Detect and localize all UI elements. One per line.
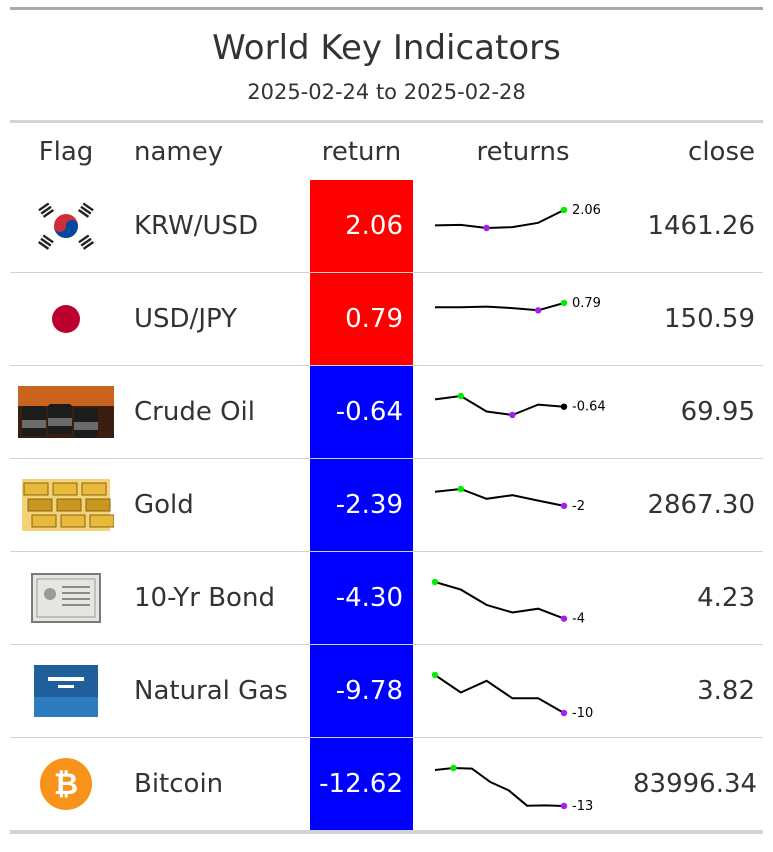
sparkline-min-point	[483, 224, 490, 232]
header-top-rule	[10, 120, 763, 123]
returns-sparkline: -0.64	[434, 392, 606, 419]
sparkline-min-point	[560, 615, 568, 622]
natural-gas-icon	[34, 665, 98, 717]
sparkline-path	[434, 674, 565, 714]
table-row: Crude Oil -0.64 -0.64 69.95	[10, 365, 763, 459]
indicator-name: USD/JPY	[122, 272, 310, 366]
crude-oil-barrels-icon	[18, 386, 114, 438]
column-header-return: return	[321, 136, 402, 167]
returns-sparkline: 2.06	[434, 203, 601, 232]
column-header-close: close	[688, 136, 755, 167]
close-value: 2867.30	[633, 458, 763, 552]
table-subtitle: 2025-02-24 to 2025-02-28	[247, 80, 526, 104]
returns-sparkline: -4	[431, 578, 585, 627]
table-row: Natural Gas -9.78 -10 3.82	[10, 644, 763, 738]
column-header-returns: returns	[476, 136, 570, 167]
flag-cell	[10, 180, 122, 273]
bond-certificate-icon	[31, 573, 101, 623]
indicator-name: Natural Gas	[122, 644, 310, 738]
sparkline-max-point	[431, 578, 439, 586]
return-value: 0.79	[310, 272, 413, 366]
sparkline-end-label: -10	[572, 706, 593, 721]
flag-cell	[10, 551, 122, 645]
flag-cell	[10, 458, 122, 552]
returns-cell: -4	[413, 551, 633, 645]
sparkline-min-point	[560, 709, 568, 717]
returns-sparkline: -13	[434, 764, 593, 814]
sparkline-max-point	[560, 206, 568, 214]
table-row: ₿ Bitcoin -12.62 -13 83996.34	[10, 737, 763, 831]
flag-cell	[10, 644, 122, 738]
return-value: -9.78	[310, 644, 413, 738]
indicator-name: Bitcoin	[122, 737, 310, 831]
return-value: 2.06	[310, 180, 413, 273]
sparkline-path	[435, 302, 565, 312]
returns-cell: -10	[413, 644, 633, 738]
returns-cell: 0.79	[413, 272, 633, 366]
indicator-name: KRW/USD	[122, 180, 310, 273]
gold-bars-icon	[22, 479, 114, 531]
returns-cell: 2.06	[413, 180, 633, 273]
indicator-name: Gold	[122, 458, 310, 552]
indicator-name: Crude Oil	[122, 365, 310, 459]
sparkline-end-label: 0.79	[572, 296, 601, 311]
flag-cell: ₿	[10, 737, 122, 831]
returns-cell: -2	[413, 458, 633, 552]
close-value: 69.95	[633, 365, 763, 459]
close-value: 4.23	[633, 551, 763, 645]
flag-cell	[10, 272, 122, 366]
sparkline-min-point	[509, 411, 516, 419]
close-value: 83996.34	[633, 737, 763, 831]
sparkline-end-label: -0.64	[572, 400, 606, 415]
sparkline-end-label: 2.06	[572, 203, 601, 218]
return-value: -12.62	[310, 737, 413, 831]
table-row: 10-Yr Bond -4.30 -4 4.23	[10, 551, 763, 645]
sparkline-max-point	[450, 764, 457, 772]
sparkline-min-point	[560, 502, 568, 510]
column-header-name: namey	[134, 136, 224, 167]
return-value: -4.30	[310, 551, 413, 645]
returns-sparkline: -10	[431, 671, 593, 721]
table-title: World Key Indicators	[212, 28, 561, 68]
close-value: 150.59	[633, 272, 763, 366]
sparkline-end-label: -13	[572, 799, 593, 814]
table-bottom-rule	[10, 831, 763, 834]
table-row: USD/JPY 0.79 0.79 150.59	[10, 272, 763, 366]
indicator-table-card: World Key Indicators 2025-02-24 to 2025-…	[10, 7, 763, 834]
sparkline-min-point	[535, 307, 542, 314]
flag-cell	[10, 365, 122, 459]
returns-sparkline: -2	[434, 485, 585, 514]
sparkline-end-label: -4	[572, 612, 585, 627]
close-value: 1461.26	[633, 180, 763, 273]
sparkline-path	[434, 394, 565, 417]
sparkline-min-point	[560, 802, 568, 810]
return-value: -2.39	[310, 458, 413, 552]
south-korea-flag-icon	[36, 202, 96, 250]
returns-cell: -13	[413, 737, 633, 831]
close-value: 3.82	[633, 644, 763, 738]
sparkline-path	[434, 581, 565, 620]
table-row: KRW/USD 2.06 2.06 1461.26	[10, 180, 763, 273]
sparkline-path	[434, 209, 565, 230]
sparkline-last-point	[560, 403, 568, 410]
sparkline-path	[434, 766, 565, 807]
table-row: Gold -2.39 -2 2867.30	[10, 458, 763, 552]
svg-text:₿: ₿	[54, 767, 78, 802]
japan-flag-icon	[36, 297, 96, 341]
sparkline-max-point	[457, 392, 464, 400]
column-header-flag: Flag	[38, 136, 94, 167]
return-value: -0.64	[310, 365, 413, 459]
returns-sparkline: 0.79	[435, 296, 601, 314]
indicator-table: Flag namey return returns close KRW/USD 2…	[10, 123, 763, 831]
indicator-name: 10-Yr Bond	[122, 551, 310, 645]
top-rule	[10, 7, 763, 10]
sparkline-max-point	[431, 671, 439, 679]
returns-cell: -0.64	[413, 365, 633, 459]
bitcoin-icon: ₿	[40, 758, 92, 810]
header-row: Flag namey return returns close	[10, 123, 763, 180]
sparkline-max-point	[560, 299, 568, 307]
sparkline-max-point	[457, 485, 464, 493]
sparkline-end-label: -2	[572, 499, 585, 514]
sparkline-path	[434, 487, 565, 507]
